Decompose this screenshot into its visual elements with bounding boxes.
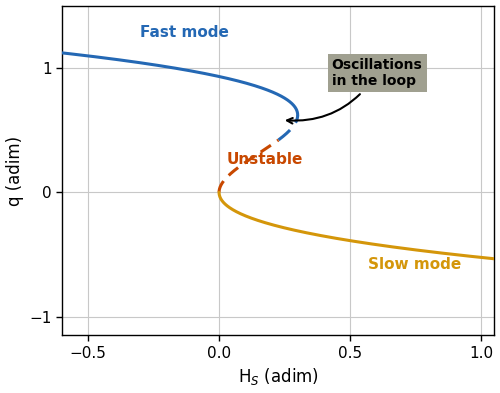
Text: Oscillations
in the loop: Oscillations in the loop	[287, 58, 422, 123]
Y-axis label: q (adim): q (adim)	[6, 136, 24, 206]
Text: Fast mode: Fast mode	[140, 26, 230, 40]
Text: Unstable: Unstable	[227, 152, 304, 167]
X-axis label: H$_S$ (adim): H$_S$ (adim)	[238, 366, 318, 387]
Text: Slow mode: Slow mode	[368, 257, 462, 272]
